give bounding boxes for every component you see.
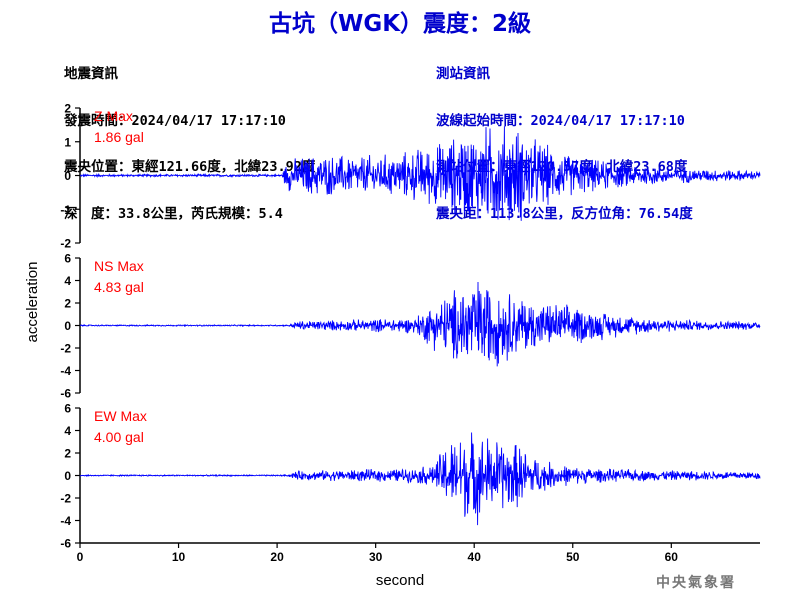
wave-start-time: 波線起始時間：2024/04/17 17:17:10 xyxy=(436,112,685,129)
x-tick-label: 60 xyxy=(665,550,679,564)
y-tick-label: -2 xyxy=(60,492,71,506)
x-tick-label: 0 xyxy=(77,550,84,564)
y-tick-label: -6 xyxy=(60,387,71,401)
y-tick-label: 0 xyxy=(64,319,71,333)
max-value-ew: 4.00 gal xyxy=(94,429,144,445)
depth-magnitude: 深 度：33.8公里，芮氏規模：5.4 xyxy=(64,205,283,222)
station-info-heading: 測站資訊 xyxy=(436,66,490,82)
y-tick-label: 1 xyxy=(64,135,71,149)
origin-time: 發震時間：2024/04/17 17:17:10 xyxy=(64,112,286,129)
waveform-ew xyxy=(79,432,761,526)
x-tick-label: 10 xyxy=(172,550,186,564)
y-tick-label: 0 xyxy=(64,169,71,183)
earthquake-info-heading: 地震資訊 xyxy=(64,66,118,82)
x-tick-label: 20 xyxy=(270,550,284,564)
distance-azimuth: 震央距：113.8公里，反方位角：76.54度 xyxy=(436,205,693,222)
y-tick-label: -4 xyxy=(60,514,71,528)
x-axis-title: second xyxy=(376,572,424,589)
x-tick-label: 50 xyxy=(566,550,580,564)
y-tick-label: 2 xyxy=(64,447,71,461)
waveform-z xyxy=(79,126,761,221)
max-value-z: 1.86 gal xyxy=(94,129,144,145)
y-tick-label: 0 xyxy=(64,469,71,483)
y-tick-label: 2 xyxy=(64,102,71,116)
x-tick-label: 30 xyxy=(369,550,383,564)
y-tick-label: -2 xyxy=(60,237,71,251)
earthquake-info: 地震資訊 發震時間：2024/04/17 17:17:10 震央位置：東經121… xyxy=(64,36,315,238)
y-tick-label: 2 xyxy=(64,297,71,311)
max-label-ns: NS Max xyxy=(94,258,144,274)
y-tick-label: 6 xyxy=(64,252,71,266)
y-tick-label: 4 xyxy=(64,274,71,288)
y-tick-label: -6 xyxy=(60,537,71,551)
max-label-z: Z Max xyxy=(94,108,133,124)
max-value-ns: 4.83 gal xyxy=(94,279,144,295)
y-tick-label: 6 xyxy=(64,402,71,416)
agency-watermark: 中央氣象署 xyxy=(656,575,736,591)
chart-title: 古坑（WGK）震度：2級 xyxy=(268,11,532,37)
y-tick-label: 4 xyxy=(64,424,71,438)
y-tick-label: -2 xyxy=(60,342,71,356)
y-axis-title: acceleration xyxy=(24,262,41,343)
y-tick-label: -1 xyxy=(60,203,71,217)
waveform-ns xyxy=(79,281,761,367)
epicenter-location: 震央位置：東經121.66度，北緯23.92度 xyxy=(64,159,316,175)
y-tick-label: -4 xyxy=(60,364,71,378)
max-label-ew: EW Max xyxy=(94,408,147,424)
x-tick-label: 40 xyxy=(468,550,482,564)
